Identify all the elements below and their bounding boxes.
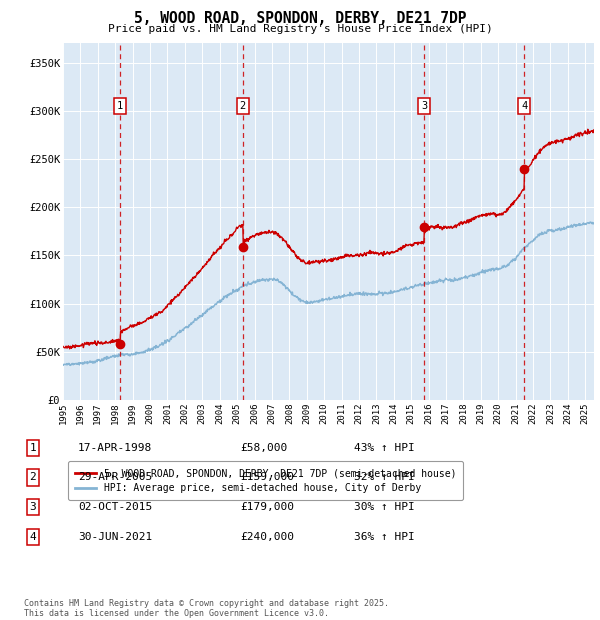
Text: 4: 4 bbox=[521, 101, 527, 111]
Text: 1: 1 bbox=[117, 101, 124, 111]
Text: 3: 3 bbox=[29, 502, 37, 512]
Text: 30% ↑ HPI: 30% ↑ HPI bbox=[354, 502, 415, 512]
Text: £240,000: £240,000 bbox=[240, 532, 294, 542]
Text: 30-JUN-2021: 30-JUN-2021 bbox=[78, 532, 152, 542]
Text: £58,000: £58,000 bbox=[240, 443, 287, 453]
Text: 43% ↑ HPI: 43% ↑ HPI bbox=[354, 443, 415, 453]
Text: 2: 2 bbox=[240, 101, 246, 111]
Text: 5, WOOD ROAD, SPONDON, DERBY, DE21 7DP: 5, WOOD ROAD, SPONDON, DERBY, DE21 7DP bbox=[134, 11, 466, 26]
Text: Price paid vs. HM Land Registry's House Price Index (HPI): Price paid vs. HM Land Registry's House … bbox=[107, 24, 493, 33]
Text: 02-OCT-2015: 02-OCT-2015 bbox=[78, 502, 152, 512]
Legend: 5, WOOD ROAD, SPONDON, DERBY, DE21 7DP (semi-detached house), HPI: Average price: 5, WOOD ROAD, SPONDON, DERBY, DE21 7DP (… bbox=[68, 461, 463, 500]
Text: 3: 3 bbox=[421, 101, 427, 111]
Text: 29-APR-2005: 29-APR-2005 bbox=[78, 472, 152, 482]
Text: £159,000: £159,000 bbox=[240, 472, 294, 482]
Text: 17-APR-1998: 17-APR-1998 bbox=[78, 443, 152, 453]
Text: £179,000: £179,000 bbox=[240, 502, 294, 512]
Text: 36% ↑ HPI: 36% ↑ HPI bbox=[354, 532, 415, 542]
Text: 2: 2 bbox=[29, 472, 37, 482]
Text: 32% ↑ HPI: 32% ↑ HPI bbox=[354, 472, 415, 482]
Text: Contains HM Land Registry data © Crown copyright and database right 2025.
This d: Contains HM Land Registry data © Crown c… bbox=[24, 599, 389, 618]
Text: 4: 4 bbox=[29, 532, 37, 542]
Text: 1: 1 bbox=[29, 443, 37, 453]
